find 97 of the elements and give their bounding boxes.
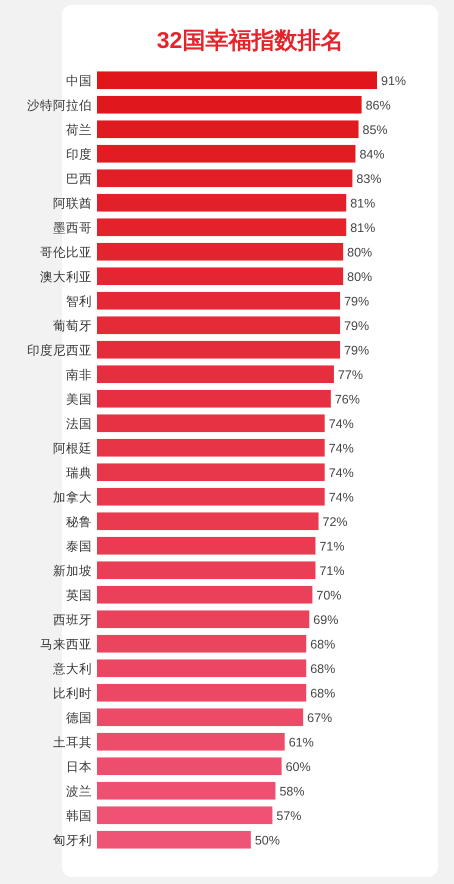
y-tick-label: 英国 <box>66 588 92 602</box>
y-tick-label: 匈牙利 <box>53 833 92 848</box>
data-label: 86% <box>366 98 391 112</box>
y-tick-label: 德国 <box>66 710 92 725</box>
y-tick-label: 秘鲁 <box>66 514 92 529</box>
y-tick-label: 巴西 <box>66 172 92 186</box>
bar <box>97 267 344 286</box>
bar <box>97 169 352 188</box>
y-tick-label: 印度 <box>66 146 92 162</box>
y-tick-label: 墨西哥 <box>53 220 92 235</box>
y-tick-label: 阿根廷 <box>53 441 92 456</box>
bar <box>97 71 377 90</box>
bar <box>97 512 319 530</box>
data-label: 83% <box>356 172 382 186</box>
bar <box>97 390 331 408</box>
chart-title: 32国幸福指数排名 <box>156 27 344 53</box>
y-tick-label: 智利 <box>66 294 92 308</box>
data-label: 79% <box>344 343 370 358</box>
bar <box>97 806 272 824</box>
y-tick-label: 瑞典 <box>66 466 92 480</box>
bar <box>97 242 344 261</box>
data-label: 74% <box>328 466 354 480</box>
bar <box>97 732 285 751</box>
data-label: 74% <box>328 416 354 431</box>
y-tick-label: 泰国 <box>66 539 92 554</box>
data-label: 91% <box>381 74 406 88</box>
data-label: 85% <box>362 122 388 137</box>
data-label: 79% <box>344 294 370 308</box>
bar <box>97 365 334 384</box>
data-label: 50% <box>254 833 280 848</box>
bar <box>97 120 359 138</box>
y-tick-label: 中国 <box>66 74 92 88</box>
data-label: 68% <box>310 686 336 700</box>
bar <box>97 340 340 359</box>
y-tick-label: 西班牙 <box>53 612 92 627</box>
bar <box>97 757 282 776</box>
data-label: 68% <box>310 662 336 676</box>
data-label: 76% <box>334 392 360 406</box>
data-label: 71% <box>319 564 344 578</box>
y-tick-label: 马来西亚 <box>40 637 92 652</box>
y-tick-label: 哥伦比亚 <box>40 245 92 260</box>
y-tick-label: 加拿大 <box>53 490 92 504</box>
y-tick-label: 沙特阿拉伯 <box>27 98 92 112</box>
data-label: 72% <box>322 514 348 529</box>
bar <box>97 782 276 800</box>
bar <box>97 708 304 726</box>
bar <box>97 414 325 432</box>
bar <box>97 684 306 702</box>
y-tick-label: 法国 <box>66 416 92 431</box>
data-label: 84% <box>359 147 384 162</box>
data-label: 74% <box>328 490 354 504</box>
data-label: 61% <box>288 735 314 750</box>
y-tick-label: 印度尼西亚 <box>27 342 92 358</box>
data-label: 67% <box>307 710 332 725</box>
y-tick-label: 比利时 <box>53 686 92 700</box>
y-tick-label: 日本 <box>66 760 92 774</box>
data-label: 80% <box>347 270 372 284</box>
bar <box>97 292 340 310</box>
y-tick-label: 意大利 <box>52 662 92 676</box>
data-label: 71% <box>319 539 344 554</box>
y-tick-label: 波兰 <box>66 784 92 798</box>
bar <box>97 586 312 604</box>
data-label: 68% <box>310 637 336 652</box>
bar <box>97 96 362 114</box>
y-tick-label: 荷兰 <box>66 122 92 137</box>
y-tick-label: 葡萄牙 <box>53 318 92 333</box>
bar <box>97 316 340 334</box>
data-label: 74% <box>328 441 354 456</box>
y-tick-label: 澳大利亚 <box>40 270 92 284</box>
data-label: 58% <box>279 784 304 798</box>
y-tick-label: 土耳其 <box>53 735 92 750</box>
data-label: 57% <box>276 808 302 823</box>
bar <box>97 438 325 457</box>
bar <box>97 144 356 163</box>
y-tick-label: 韩国 <box>66 808 92 823</box>
data-label: 60% <box>286 760 311 774</box>
data-label: 81% <box>350 196 376 210</box>
bar <box>97 488 325 506</box>
y-tick-label: 美国 <box>66 391 92 406</box>
bar <box>97 659 306 678</box>
y-tick-label: 阿联酋 <box>53 196 92 210</box>
y-tick-label: 新加坡 <box>53 564 92 578</box>
y-tick-label: 南非 <box>66 368 92 382</box>
bar <box>97 218 346 236</box>
bar <box>97 830 251 849</box>
data-label: 69% <box>313 612 338 627</box>
bar <box>97 536 316 555</box>
bar <box>97 610 310 628</box>
data-label: 81% <box>350 220 376 235</box>
bar <box>97 463 325 482</box>
data-label: 80% <box>347 245 372 260</box>
data-label: 77% <box>338 368 363 382</box>
data-label: 79% <box>344 318 370 333</box>
bar <box>97 194 346 212</box>
bar <box>97 561 316 580</box>
data-label: 70% <box>316 588 342 602</box>
bar <box>97 634 306 653</box>
